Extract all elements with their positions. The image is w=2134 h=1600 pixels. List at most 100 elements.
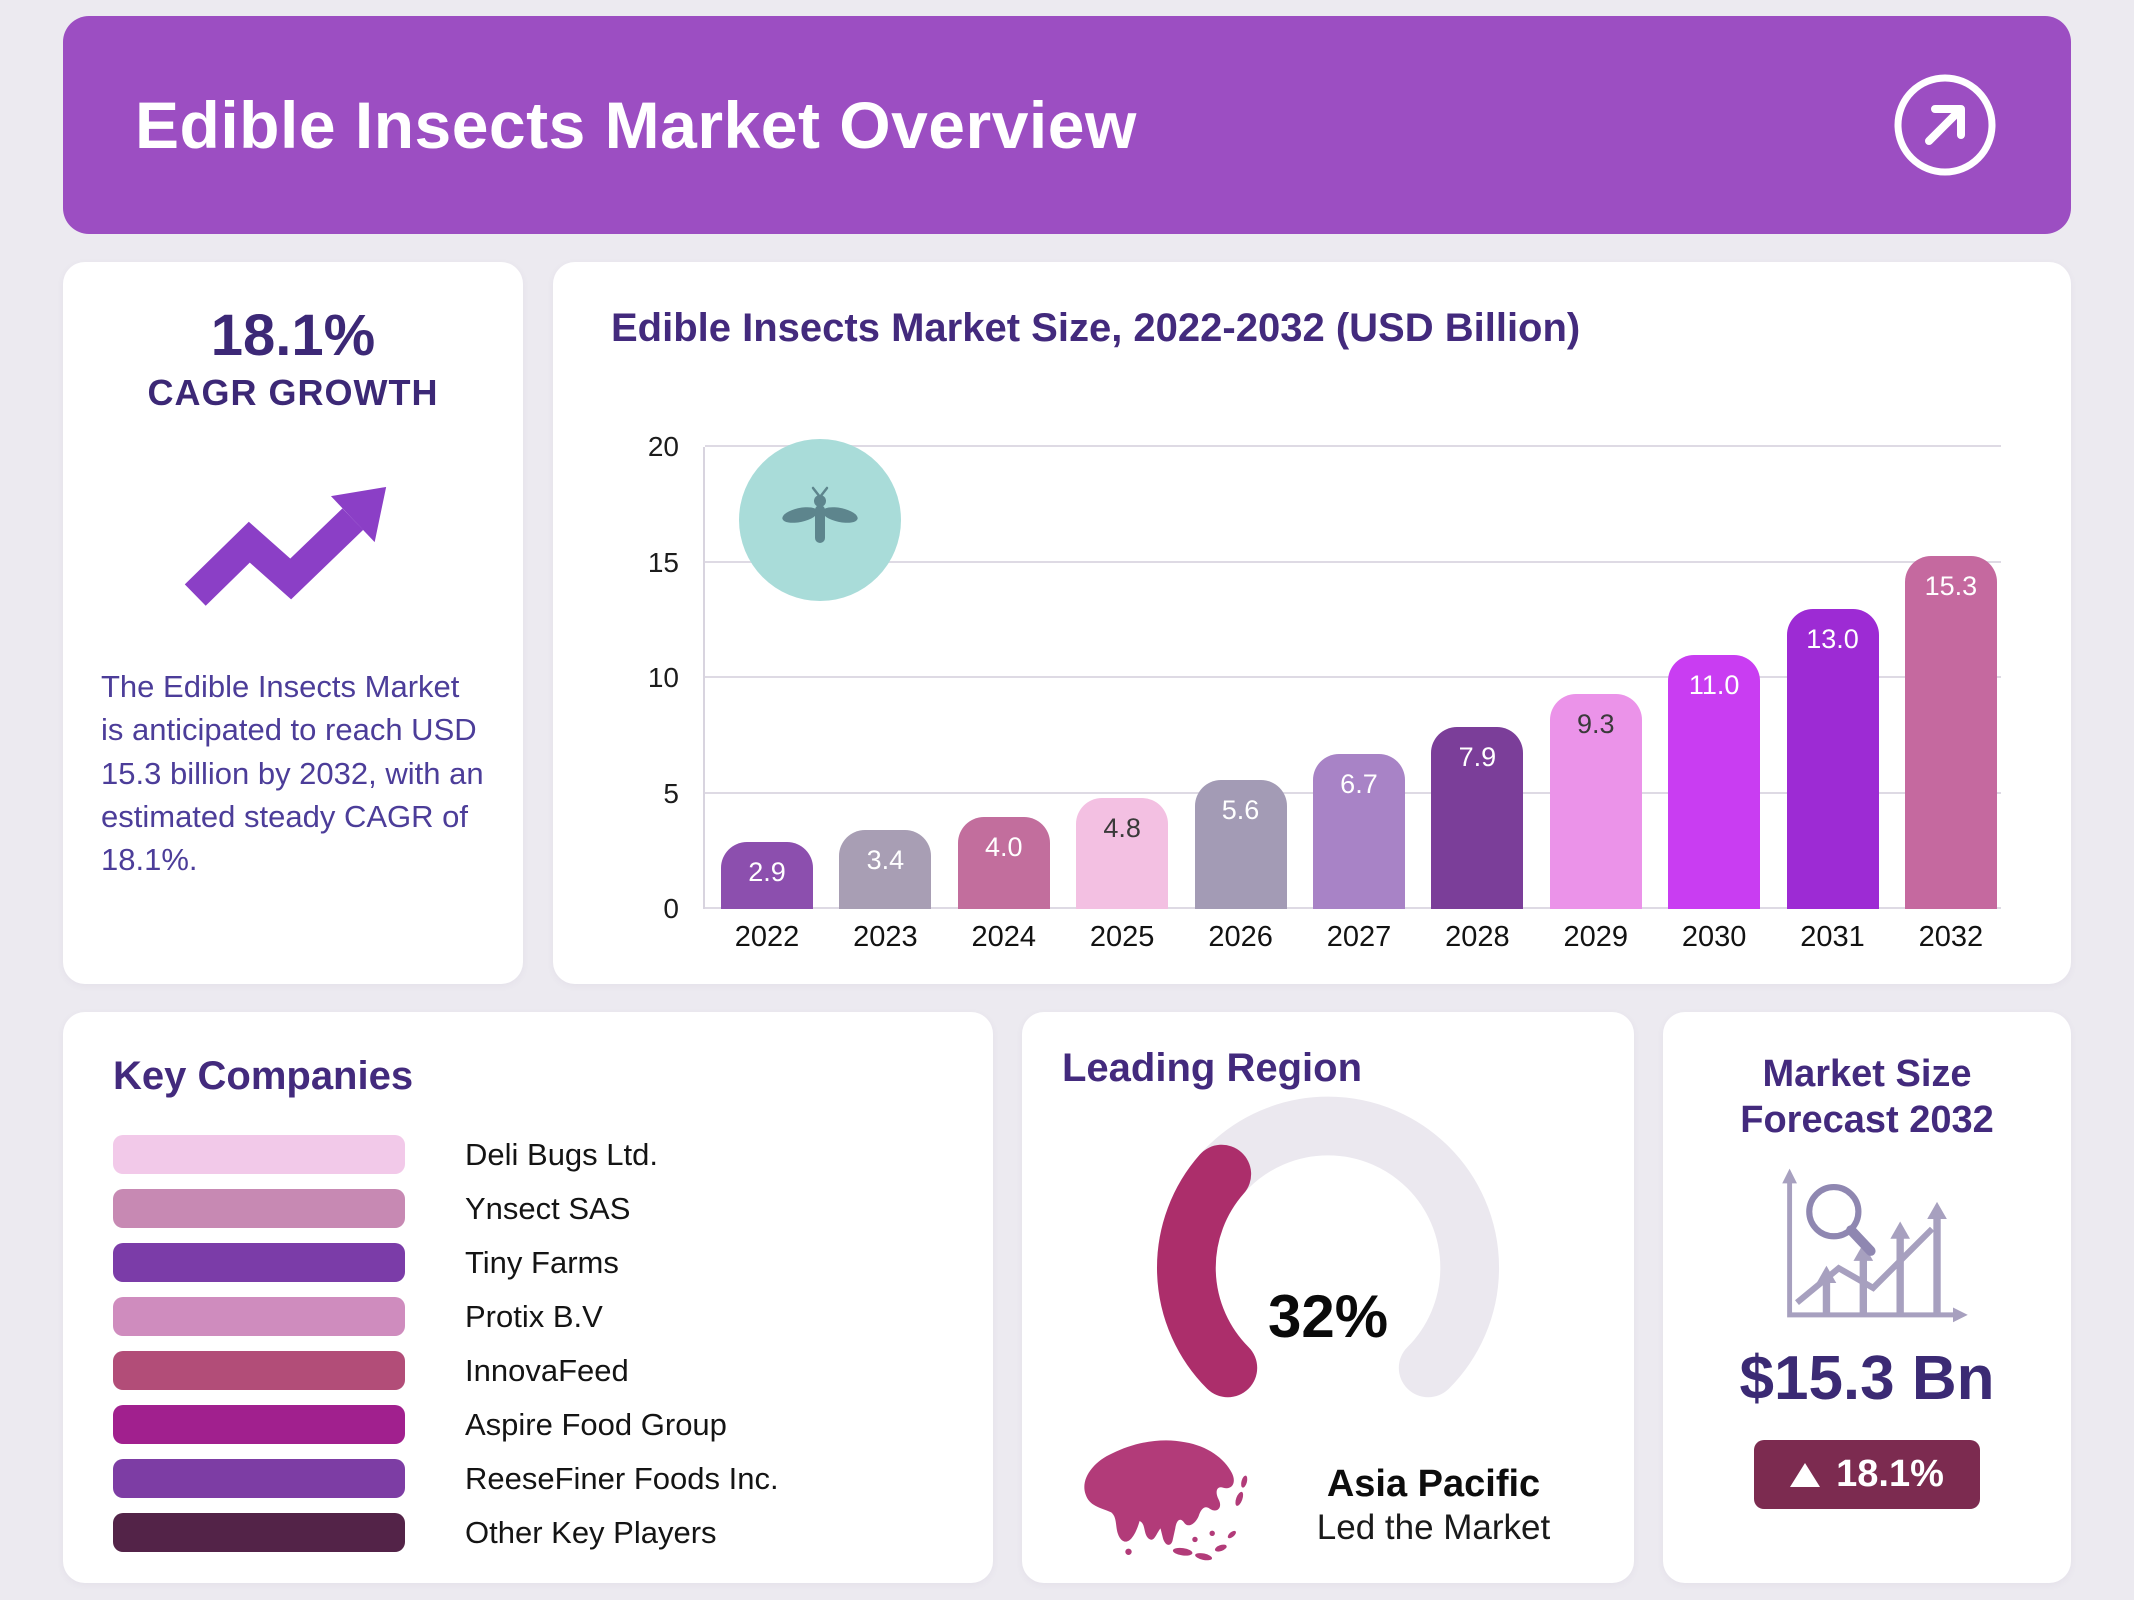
leading-region-title: Leading Region <box>1062 1046 1362 1090</box>
gauge-fill <box>1157 1144 1258 1398</box>
bar-cell: 2.9 2022 <box>721 447 813 953</box>
chart-bar-2032: 15.3 <box>1904 555 1997 909</box>
region-subtitle: Led the Market <box>1316 1507 1551 1547</box>
x-axis-label: 2026 <box>1208 921 1273 953</box>
x-axis-label: 2032 <box>1918 921 1984 953</box>
company-row: Tiny Farms <box>113 1243 943 1282</box>
bar-value-label: 13.0 <box>1806 623 1859 654</box>
arrow-up-right-icon <box>1891 74 1999 182</box>
y-axis-label: 10 <box>647 662 679 693</box>
bar-cell: 11.0 2030 <box>1668 447 1761 953</box>
bar-cell: 9.3 2029 <box>1549 447 1642 953</box>
company-name: InnovaFeed <box>465 1352 629 1388</box>
x-axis-label: 2027 <box>1326 921 1392 953</box>
company-row: Protix B.V <box>113 1297 943 1336</box>
chart-bar-2025: 4.8 <box>1076 798 1169 909</box>
company-name: Other Key Players <box>465 1514 717 1550</box>
bar-value-label: 11.0 <box>1688 669 1740 700</box>
chart-bar-2029: 9.3 <box>1549 694 1642 909</box>
asia-map-icon <box>1068 1425 1253 1585</box>
chart-bar-2026: 5.6 <box>1194 779 1287 909</box>
gauge-percent: 32% <box>1267 1283 1389 1351</box>
chart-bar-2022: 2.9 <box>721 842 813 909</box>
cagr-label: CAGR GROWTH <box>147 371 439 413</box>
chart-bar-2027: 6.7 <box>1312 754 1405 909</box>
company-list: Deli Bugs Ltd. Ynsect SAS Tiny Farms Protix… <box>113 1135 943 1552</box>
company-row: InnovaFeed <box>113 1351 943 1390</box>
bar-value-label: 6.7 <box>1340 769 1378 800</box>
region-name: Asia Pacific <box>1326 1462 1541 1505</box>
bar-cell: 15.3 2032 <box>1904 447 1997 953</box>
y-axis-label: 20 <box>647 431 679 462</box>
bar-chart: 0 5 10 15 20 2.9 2022 3.4 2023 4.0 2024 4.8 2025 5.6 2… <box>648 431 2001 953</box>
forecast-title: Market Size Forecast 2032 <box>1740 1053 1994 1141</box>
company-color-swatch <box>113 1459 405 1498</box>
company-color-swatch <box>113 1189 405 1228</box>
company-name: ReeseFiner Foods Inc. <box>465 1460 779 1496</box>
bar-value-label: 5.6 <box>1221 794 1260 825</box>
y-axis-label: 5 <box>663 777 679 809</box>
company-color-swatch <box>113 1513 405 1552</box>
bar-cell: 3.4 2023 <box>839 447 932 953</box>
bar-cell: 4.8 2025 <box>1076 447 1169 953</box>
insect-badge <box>739 439 901 601</box>
x-axis-label: 2024 <box>971 921 1037 953</box>
company-name: Aspire Food Group <box>465 1406 727 1442</box>
gridline <box>705 560 2001 563</box>
company-color-swatch <box>113 1405 405 1444</box>
region-row: Asia Pacific Led the Market <box>1062 1425 1594 1585</box>
forecast-card: Market Size Forecast 2032 $15.3 Bn <box>1663 1012 2071 1583</box>
key-companies-card: Key Companies Deli Bugs Ltd. Ynsect SAS Ti… <box>63 1012 993 1583</box>
company-color-swatch <box>113 1243 405 1282</box>
bar-value-label: 15.3 <box>1924 570 1978 601</box>
chart-bar-2024: 4.0 <box>957 816 1050 909</box>
trend-up-arrow-icon <box>178 466 408 621</box>
chart-title: Edible Insects Market Size, 2022-2032 (U… <box>611 306 1581 350</box>
header-link-button[interactable] <box>1891 71 1999 179</box>
region-text: Asia Pacific Led the Market <box>1279 1463 1588 1548</box>
chart-bar-2031: 13.0 <box>1786 608 1879 909</box>
bar-cell: 6.7 2027 <box>1312 447 1405 953</box>
company-row: Aspire Food Group <box>113 1405 943 1444</box>
company-color-swatch <box>113 1351 405 1390</box>
gauge-chart: 32% <box>1138 1095 1518 1423</box>
y-axis-label: 15 <box>647 546 679 578</box>
x-axis-label: 2025 <box>1089 921 1155 953</box>
up-triangle-icon <box>1790 1462 1821 1487</box>
page-title: Edible Insects Market Overview <box>135 88 1137 162</box>
leading-region-card: Leading Region 32% <box>1022 1012 1634 1583</box>
bar-value-label: 4.0 <box>985 831 1023 862</box>
insect-icon <box>770 468 870 573</box>
bar-value-label: 9.3 <box>1576 709 1615 740</box>
growth-value: 18.1% <box>1836 1453 1944 1496</box>
company-row: Other Key Players <box>113 1513 943 1552</box>
market-size-chart-card: Edible Insects Market Size, 2022-2032 (U… <box>553 262 2071 984</box>
chart-bar-2028: 7.9 <box>1431 726 1524 909</box>
chart-bar-2023: 3.4 <box>839 830 932 909</box>
bar-cell: 7.9 2028 <box>1431 447 1524 953</box>
x-axis-label: 2029 <box>1563 921 1628 953</box>
x-axis-label: 2022 <box>734 921 800 953</box>
x-axis-label: 2028 <box>1445 921 1510 953</box>
bar-cell: 4.0 2024 <box>957 447 1050 953</box>
cagr-value: 18.1% <box>210 303 376 368</box>
company-name: Tiny Farms <box>465 1244 619 1280</box>
header-banner: Edible Insects Market Overview <box>63 16 2071 234</box>
company-color-swatch <box>113 1297 405 1336</box>
forecast-value: $15.3 Bn <box>1739 1344 1995 1414</box>
bar-value-label: 3.4 <box>866 845 905 876</box>
y-axis-label: 0 <box>663 893 679 924</box>
bar-value-label: 7.9 <box>1458 741 1497 772</box>
bar-series: 2.9 2022 3.4 2023 4.0 2024 4.8 2025 5.6 2026 6.7 20… <box>721 447 1997 953</box>
cagr-card: 18.1% CAGR GROWTH The Edible Insects Mar… <box>63 262 523 984</box>
x-axis-label: 2023 <box>853 921 918 953</box>
chart-magnifier-icon <box>1691 1165 2043 1337</box>
company-name: Ynsect SAS <box>465 1190 631 1226</box>
company-name: Deli Bugs Ltd. <box>465 1136 658 1172</box>
company-color-swatch <box>113 1135 405 1174</box>
company-row: Deli Bugs Ltd. <box>113 1135 943 1174</box>
cagr-description: The Edible Insects Market is anticipated… <box>101 668 484 878</box>
company-row: Ynsect SAS <box>113 1189 943 1228</box>
company-name: Protix B.V <box>465 1298 603 1334</box>
